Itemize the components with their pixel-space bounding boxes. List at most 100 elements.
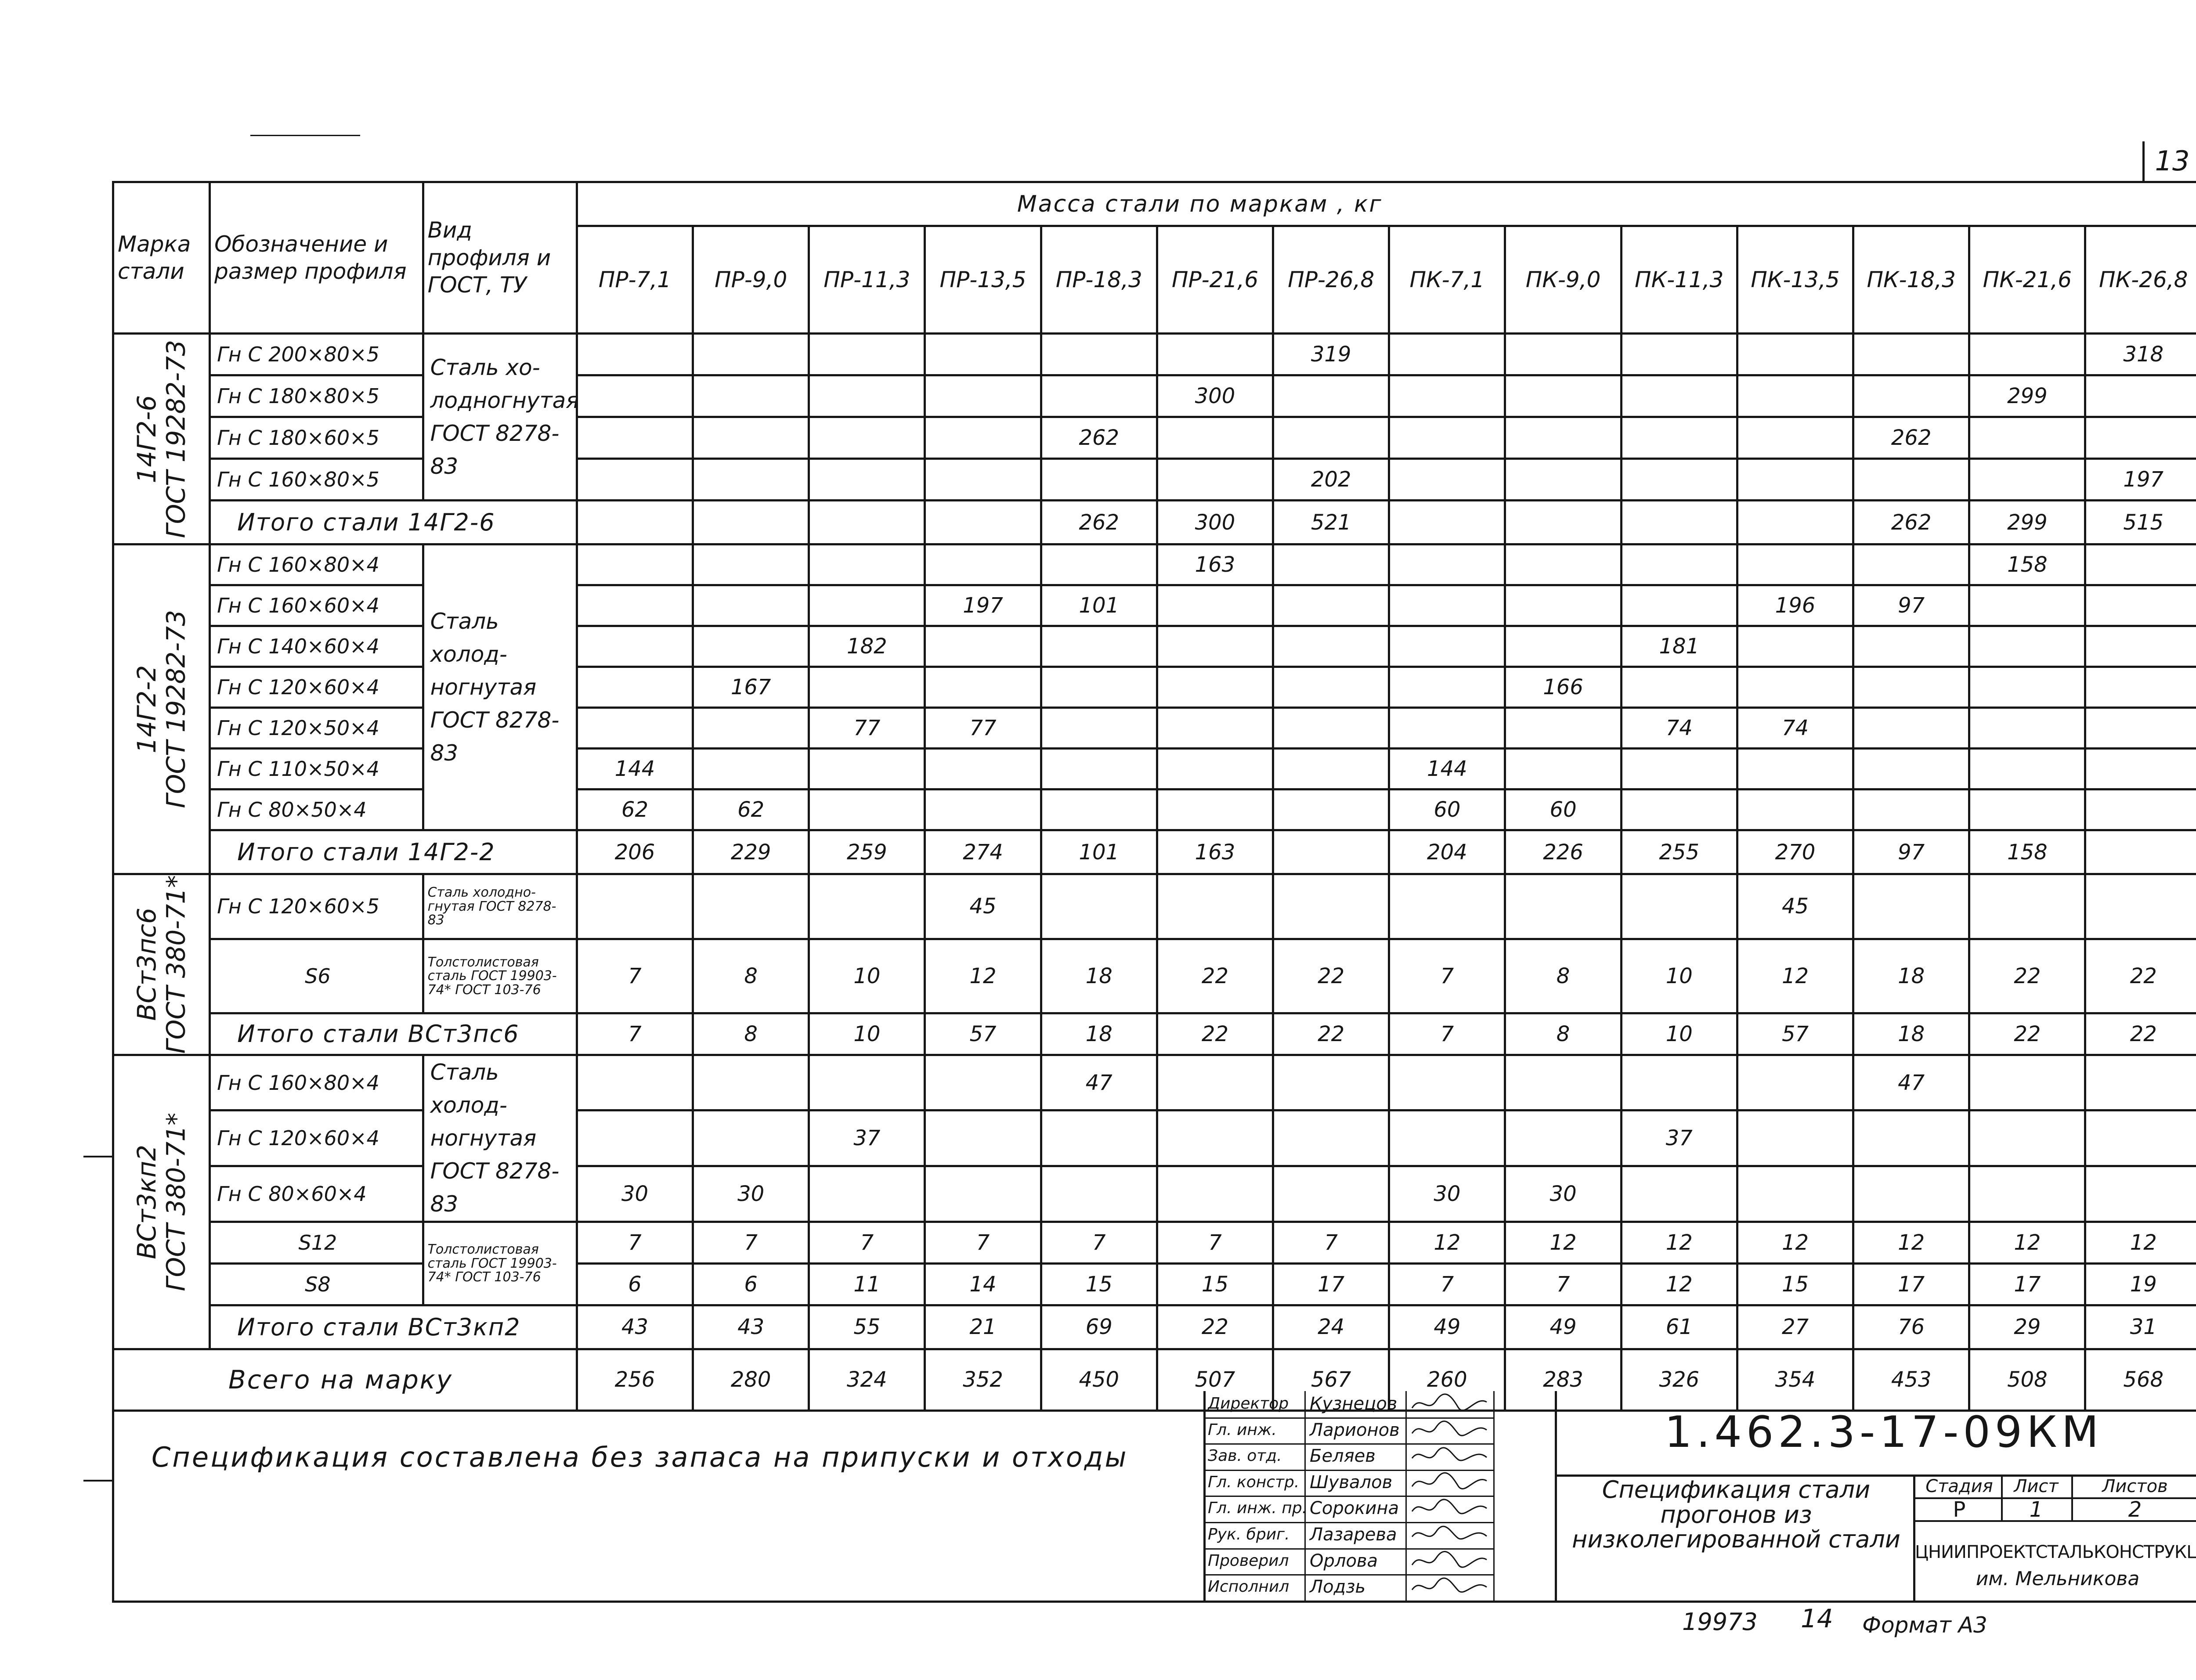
- grand-total-cell: 280: [692, 1348, 810, 1412]
- note-text: Спецификация составлена без запаса на пр…: [152, 1441, 1128, 1473]
- value-cell: [1272, 625, 1391, 668]
- value-cell: [1736, 416, 1855, 460]
- grand-total-cell: 326: [1620, 1348, 1738, 1412]
- group-total-label: Итого стали 14Г2-2: [209, 829, 578, 875]
- total-cell: 22: [2084, 1012, 2196, 1056]
- value-cell: [2084, 873, 2196, 940]
- value-cell: 197: [2084, 458, 2196, 501]
- value-cell: [1156, 707, 1275, 750]
- sheet-value: 1: [2029, 1497, 2043, 1522]
- value-cell: [1272, 1053, 1391, 1112]
- value-cell: [2084, 707, 2196, 750]
- value-cell: 7: [575, 1220, 694, 1265]
- value-cell: [1968, 1109, 2087, 1168]
- grand-total-cell: 508: [1968, 1348, 2087, 1412]
- value-cell: 7: [1040, 1220, 1158, 1265]
- value-cell: [808, 458, 926, 501]
- format-label: Формат А3: [1862, 1612, 1987, 1638]
- value-cell: [1736, 543, 1855, 586]
- value-cell: [692, 1053, 810, 1112]
- handwritten-signature: [1411, 1472, 1487, 1489]
- value-cell: [1156, 788, 1275, 831]
- value-cell: 7: [1504, 1262, 1622, 1306]
- sheet-number: 13: [2142, 141, 2196, 183]
- grand-total-cell: 354: [1736, 1348, 1855, 1412]
- value-cell: 18: [1040, 937, 1158, 1014]
- total-cell: 101: [1040, 829, 1158, 875]
- value-cell: [1388, 873, 1506, 940]
- total-cell: 27: [1736, 1304, 1855, 1350]
- signature-role: Проверил: [1208, 1551, 1289, 1570]
- value-cell: [2084, 584, 2196, 627]
- value-cell: [1388, 374, 1506, 418]
- total-cell: 255: [1620, 829, 1738, 875]
- profile-cell: S12: [209, 1220, 424, 1265]
- steel-grade-gost: ГОСТ 380-71*: [161, 1112, 191, 1291]
- value-cell: 12: [2084, 1220, 2196, 1265]
- value-cell: [924, 374, 1042, 418]
- steel-grade-gost: ГОСТ 19282-73: [161, 339, 191, 538]
- value-cell: [1620, 374, 1738, 418]
- value-cell: [1736, 625, 1855, 668]
- value-cell: [1620, 788, 1738, 831]
- steel-grade: 14Г2-6: [131, 395, 162, 483]
- value-cell: [1272, 584, 1391, 627]
- value-cell: 19: [2084, 1262, 2196, 1306]
- value-cell: [1620, 873, 1738, 940]
- value-cell: [1852, 1165, 1971, 1223]
- value-cell: 182: [808, 625, 926, 668]
- total-cell: 24: [1272, 1304, 1391, 1350]
- sheets-value: 2: [2128, 1497, 2142, 1522]
- value-cell: [1852, 458, 1971, 501]
- handwritten-signature: [1411, 1420, 1487, 1436]
- signature-col-rule: [1304, 1391, 1306, 1601]
- total-cell: 8: [692, 1012, 810, 1056]
- value-cell: [808, 873, 926, 940]
- value-cell: [1040, 1165, 1158, 1223]
- value-cell: 77: [808, 707, 926, 750]
- value-cell: [1620, 458, 1738, 501]
- gost-cell: Сталь хо- лодногнутая ГОСТ 8278-83: [422, 332, 578, 501]
- value-cell: [1156, 1165, 1275, 1223]
- grand-total-cell: 283: [1504, 1348, 1622, 1412]
- value-cell: [924, 1165, 1042, 1223]
- value-cell: [1852, 1109, 1971, 1168]
- value-cell: 12: [1388, 1220, 1506, 1265]
- value-cell: [1388, 584, 1506, 627]
- total-cell: 274: [924, 829, 1042, 875]
- gost-cell: Сталь холод- ногнутая ГОСТ 8278-83: [422, 543, 578, 831]
- value-cell: [1388, 416, 1506, 460]
- value-cell: [924, 416, 1042, 460]
- profile-cell: Гн С 180×80×5: [209, 374, 424, 418]
- value-cell: 7: [1272, 1220, 1391, 1265]
- value-cell: 15: [1736, 1262, 1855, 1306]
- value-cell: [692, 625, 810, 668]
- value-cell: [1040, 707, 1158, 750]
- steel-grade-label: ВСт3пс6 ГОСТ 380-71*: [132, 875, 191, 1054]
- value-cell: [1968, 458, 2087, 501]
- value-cell: [1388, 458, 1506, 501]
- value-cell: [692, 1109, 810, 1168]
- value-cell: [1620, 332, 1738, 376]
- value-cell: [2084, 625, 2196, 668]
- value-cell: 11: [808, 1262, 926, 1306]
- total-cell: 49: [1504, 1304, 1622, 1350]
- signature-role: Директор: [1208, 1395, 1289, 1413]
- value-cell: [1852, 666, 1971, 709]
- value-cell: [808, 1165, 926, 1223]
- grand-total-cell: 507: [1156, 1348, 1275, 1412]
- grand-total-cell: 260: [1388, 1348, 1506, 1412]
- value-cell: [1968, 666, 2087, 709]
- signature-name: Ларионов: [1310, 1420, 1400, 1440]
- value-cell: [1388, 707, 1506, 750]
- steel-grade-gost: ГОСТ 380-71*: [161, 875, 191, 1054]
- value-cell: [2084, 416, 2196, 460]
- value-cell: [1968, 332, 2087, 376]
- signature-name: Кузнецов: [1310, 1394, 1398, 1414]
- value-cell: 12: [1736, 937, 1855, 1014]
- total-cell: [808, 499, 926, 545]
- value-cell: [692, 873, 810, 940]
- value-cell: [575, 416, 694, 460]
- steel-grade-label: ВСт3кп2 ГОСТ 380-71*: [132, 1113, 191, 1291]
- profile-cell: Гн С 110×50×4: [209, 747, 424, 790]
